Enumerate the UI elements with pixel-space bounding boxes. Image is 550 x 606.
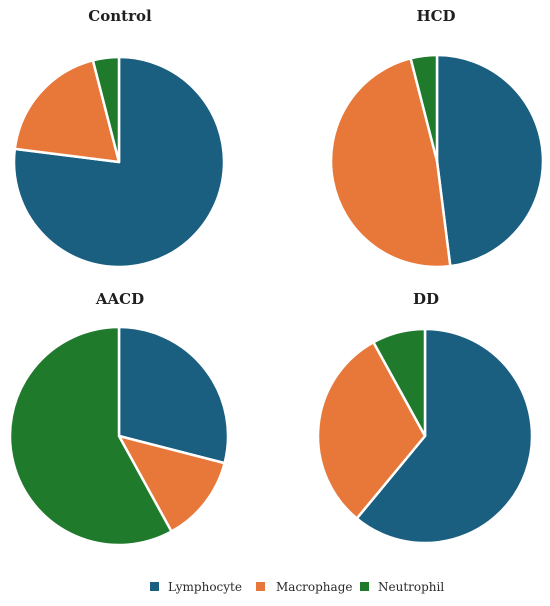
legend-item-lymphocyte: Lymphocyte: [150, 580, 242, 594]
legend-swatch-neutrophil: [360, 582, 369, 591]
legend-label-macrophage: Macrophage: [276, 580, 352, 594]
pie-slice-dd-neutrophil: [372, 327, 427, 438]
pie-slice-control-macrophage: [13, 59, 121, 164]
slices-control: [12, 55, 226, 269]
chart-title-hcd: HCD: [416, 7, 455, 25]
pie-slice-aacd-neutrophil: [8, 325, 173, 547]
pie-slice-hcd-lymphocyte: [435, 53, 545, 268]
pie-slice-aacd-macrophage: [117, 434, 226, 533]
pie-chart-hcd: HCD: [329, 7, 545, 269]
pie-chart-aacd: AACD: [8, 290, 230, 547]
pie-slice-aacd-lymphocyte: [117, 325, 230, 465]
legend-label-neutrophil: Neutrophil: [378, 580, 444, 594]
pie-slice-control-neutrophil: [91, 55, 121, 164]
slices-dd: [316, 327, 534, 545]
slices-aacd: [8, 325, 230, 547]
chart-title-dd: DD: [413, 290, 439, 308]
legend-swatch-lymphocyte: [150, 582, 159, 591]
legend-item-macrophage: Macrophage: [256, 580, 352, 594]
pie-slice-hcd-macrophage: [329, 57, 452, 269]
legend-swatch-macrophage: [256, 582, 265, 591]
pie-slice-dd-macrophage: [316, 340, 427, 520]
slices-hcd: [329, 53, 545, 269]
legend: Lymphocyte Macrophage Neutrophil: [150, 580, 444, 594]
legend-item-neutrophil: Neutrophil: [360, 580, 444, 594]
pie-chart-dd: DD: [316, 290, 534, 545]
pie-chart-control: Control: [12, 7, 226, 269]
pie-slice-dd-lymphocyte: [355, 327, 534, 545]
legend-label-lymphocyte: Lymphocyte: [168, 580, 242, 594]
chart-title-aacd: AACD: [95, 290, 144, 308]
pie-slice-hcd-neutrophil: [409, 53, 439, 163]
chart-title-control: Control: [88, 7, 152, 25]
